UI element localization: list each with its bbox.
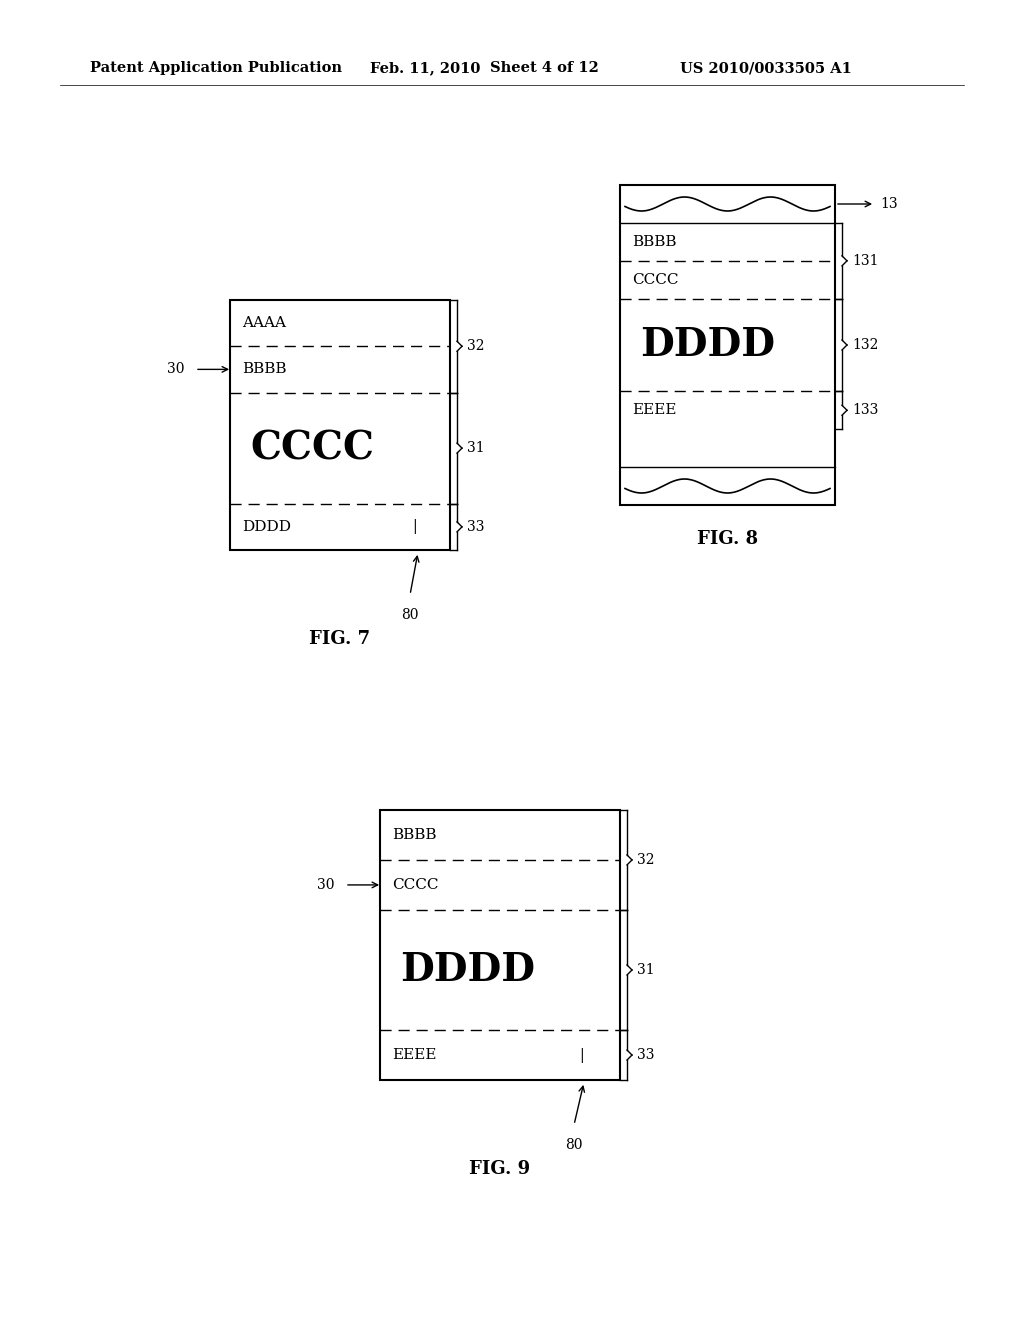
Text: BBBB: BBBB [392,828,436,842]
Text: DDDD: DDDD [400,950,535,989]
Text: FIG. 8: FIG. 8 [697,531,758,548]
Text: 30: 30 [317,878,335,892]
Text: 31: 31 [467,441,484,455]
Text: BBBB: BBBB [242,363,287,376]
Text: US 2010/0033505 A1: US 2010/0033505 A1 [680,61,852,75]
Text: 133: 133 [852,404,879,417]
Text: 131: 131 [852,253,879,268]
Text: 33: 33 [637,1048,654,1063]
Text: BBBB: BBBB [632,235,677,249]
Bar [230,300,450,550]
Text: Patent Application Publication: Patent Application Publication [90,61,342,75]
Text: CCCC: CCCC [250,429,374,467]
Text: 132: 132 [852,338,879,352]
Text: EEEE: EEEE [632,404,677,417]
Text: Sheet 4 of 12: Sheet 4 of 12 [490,61,599,75]
Text: 80: 80 [565,1138,583,1152]
Text: |: | [413,519,418,535]
Text: 30: 30 [168,363,185,376]
Text: DDDD: DDDD [242,520,291,533]
Text: Feb. 11, 2010: Feb. 11, 2010 [370,61,480,75]
Text: 13: 13 [880,197,898,211]
Text: 80: 80 [401,609,419,622]
Text: |: | [580,1048,585,1063]
Text: EEEE: EEEE [392,1048,436,1063]
Text: FIG. 9: FIG. 9 [469,1160,530,1177]
Text: 31: 31 [637,964,654,977]
Text: CCCC: CCCC [392,878,438,892]
Bar [380,810,620,1080]
Bar [620,185,835,506]
Text: CCCC: CCCC [632,273,679,286]
Text: DDDD: DDDD [640,326,775,364]
Text: 32: 32 [467,339,484,354]
Text: AAAA: AAAA [242,315,286,330]
Text: 33: 33 [467,520,484,533]
Text: FIG. 7: FIG. 7 [309,630,371,648]
Text: 32: 32 [637,853,654,867]
